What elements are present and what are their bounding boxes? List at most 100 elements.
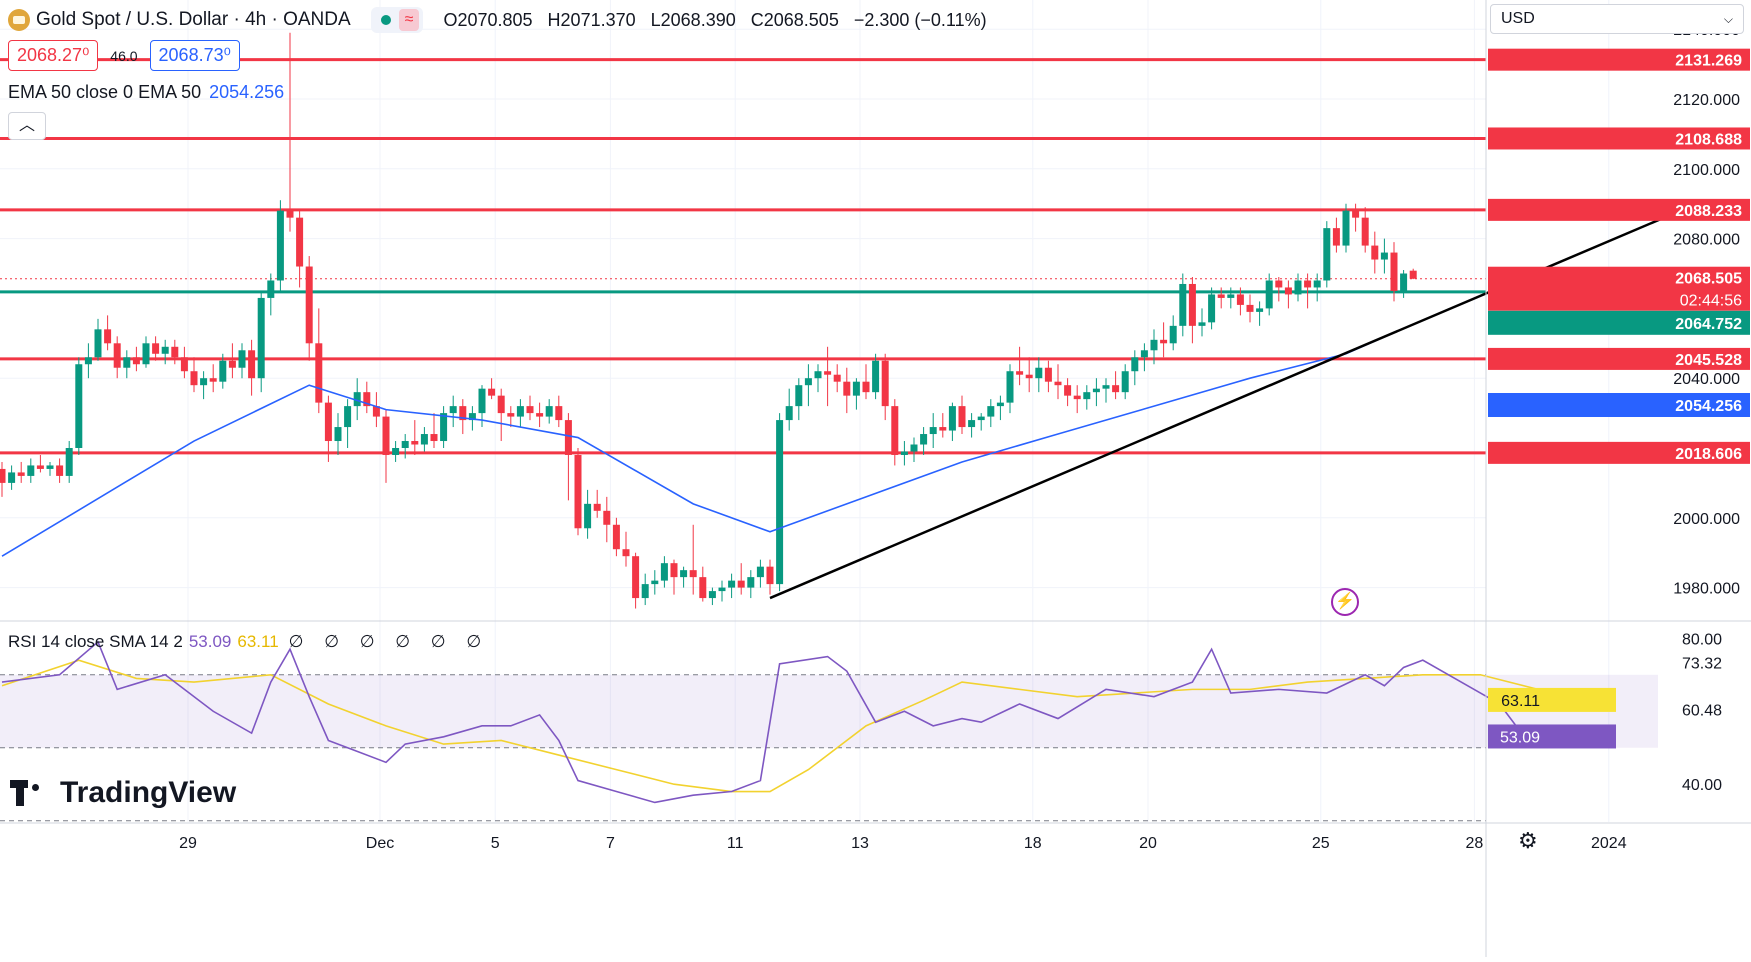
rsi-sma-legend-value: 63.11: [237, 632, 279, 651]
x-tick-label: 13: [851, 835, 869, 852]
candle-body: [766, 566, 774, 585]
candle-body: [1294, 280, 1302, 295]
candle-body: [1064, 385, 1072, 396]
alert-bolt-icon[interactable]: ⚡: [1331, 588, 1359, 616]
candle-body: [814, 371, 822, 379]
candle-body: [104, 329, 112, 344]
candle-body: [1044, 367, 1052, 382]
candle-body: [449, 406, 457, 414]
symbol-title[interactable]: Gold Spot / U.S. Dollar · 4h · OANDA: [36, 9, 351, 30]
candle-body: [219, 360, 227, 382]
candle-body: [200, 378, 208, 386]
candle-body: [651, 580, 659, 585]
market-status-pill[interactable]: ≈: [370, 7, 424, 33]
candle-body: [430, 434, 438, 442]
candle-body: [1140, 350, 1148, 358]
candle-body: [641, 584, 649, 599]
candle-body: [171, 346, 179, 358]
candle-body: [382, 416, 390, 455]
candle-body: [1083, 392, 1091, 400]
last-price-label: 2068.505: [1675, 271, 1742, 288]
candle-body: [392, 448, 400, 455]
ema-legend-value: 2054.256: [209, 82, 285, 102]
price-label: 2018.606: [1675, 446, 1742, 463]
ema-legend[interactable]: EMA 50 close 0 EMA 50 2054.256: [8, 82, 284, 103]
candle-body: [440, 413, 448, 442]
rsi-value-label: 53.09: [1500, 729, 1540, 746]
currency-select[interactable]: USD ⌵: [1490, 4, 1744, 34]
currency-label: USD: [1501, 10, 1535, 27]
candle-body: [862, 381, 870, 393]
rsi-value-label-bg: [1488, 724, 1616, 749]
candle-body: [833, 374, 841, 382]
candle-body: [1054, 381, 1062, 386]
rsi-legend[interactable]: RSI 14 close SMA 14 2 53.09 63.11 ∅ ∅ ∅ ∅ ∅…: [8, 632, 489, 652]
price-label-bg: [1488, 48, 1750, 71]
rsi-line: [1, 640, 1558, 804]
brand-name: TradingView: [60, 776, 237, 809]
candle-body: [305, 266, 313, 344]
candle-body: [56, 465, 64, 476]
x-tick-label: 11: [727, 835, 744, 852]
candle-body: [8, 472, 16, 483]
candle-body: [324, 402, 332, 442]
y-tick-label: 2000.000: [1673, 511, 1740, 528]
candle-body: [632, 556, 640, 599]
collapse-legend-button[interactable]: ︿: [8, 112, 46, 140]
spread-value: 46.0: [110, 47, 138, 64]
candle-body: [996, 402, 1004, 407]
candle-body: [948, 406, 956, 431]
ask-button[interactable]: 2068.73⁰: [149, 40, 240, 71]
settings-gear-icon[interactable]: ⚙: [1518, 828, 1538, 853]
candle-body: [401, 441, 409, 448]
candle-body: [1227, 294, 1235, 298]
rsi-legend-value: 53.09: [188, 632, 232, 651]
candle-body: [27, 465, 35, 476]
candle-body: [228, 360, 236, 368]
candle-body: [17, 472, 25, 476]
rsi-legend-label: RSI 14 close SMA 14 2: [8, 632, 183, 651]
candle-body: [161, 346, 169, 354]
ohlc-low: L2068.390: [650, 9, 736, 30]
ema-price-label: 2054.256: [1675, 398, 1742, 415]
chevron-up-icon: ︿: [18, 117, 35, 134]
y-tick-label: 1980.000: [1673, 581, 1740, 598]
candle-body: [411, 441, 419, 445]
rsi-sma-label: 63.11: [1501, 693, 1540, 710]
candle-body: [296, 217, 304, 267]
tradingview-mark-icon: [10, 780, 52, 806]
candle-body: [1352, 210, 1360, 218]
x-tick-label: 18: [1024, 835, 1042, 852]
candle-body: [737, 580, 745, 588]
candle-body: [1371, 245, 1379, 260]
candle-body: [1198, 322, 1206, 326]
x-tick-label: 29: [179, 835, 197, 852]
candle-body: [929, 427, 937, 435]
candle-body: [344, 406, 352, 428]
candle-body: [1073, 395, 1081, 400]
y-tick-label: 2080.000: [1673, 232, 1740, 249]
market-open-icon: [380, 15, 391, 25]
gold-icon: [8, 9, 30, 31]
rsi-tick-label: 40.00: [1682, 777, 1722, 794]
candle-body: [536, 413, 544, 417]
bid-button[interactable]: 2068.27⁰: [8, 40, 99, 71]
candle-body: [257, 297, 265, 379]
candle-body: [699, 577, 707, 599]
ema50-line: [1, 327, 1404, 557]
candle-body: [852, 381, 860, 396]
candle-body: [1409, 270, 1417, 279]
tradingview-logo[interactable]: TradingView: [10, 776, 236, 810]
candle-body: [1304, 280, 1312, 288]
candle-body: [1035, 367, 1043, 379]
candle-body: [1016, 371, 1024, 375]
candle-body: [1160, 339, 1168, 344]
ohlc-change: −2.300 (−0.11%): [853, 9, 987, 30]
candle-body: [238, 350, 246, 368]
chart-header: Gold Spot / U.S. Dollar · 4h · OANDA ≈ O…: [0, 0, 987, 40]
candle-body: [545, 406, 553, 417]
candle-body: [1217, 294, 1225, 298]
candle-body: [1284, 287, 1292, 295]
